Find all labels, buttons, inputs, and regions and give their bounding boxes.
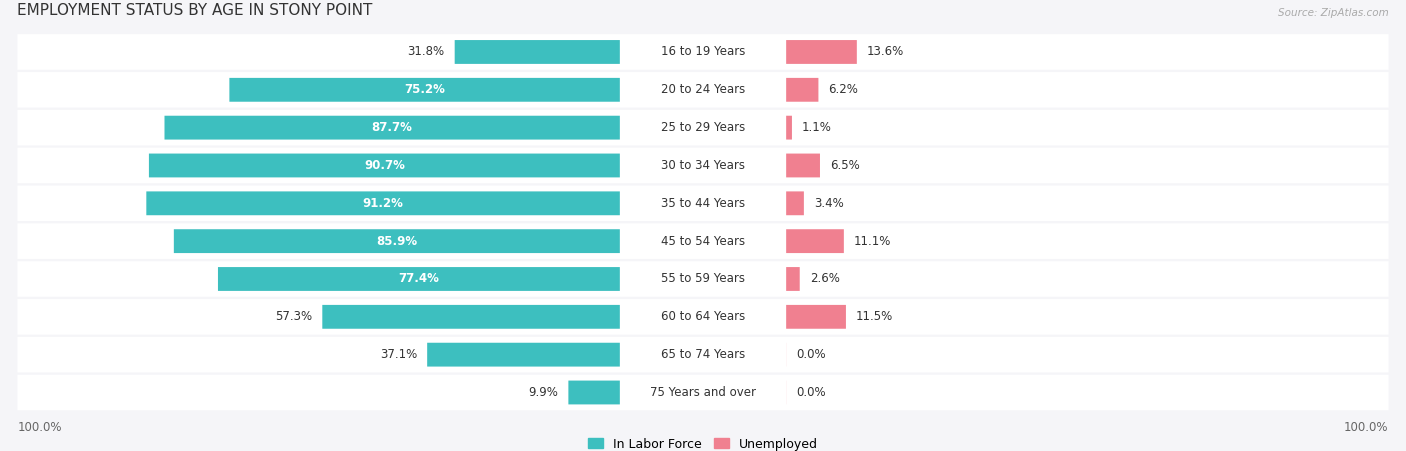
FancyBboxPatch shape (786, 305, 846, 329)
FancyBboxPatch shape (17, 261, 1389, 297)
FancyBboxPatch shape (17, 185, 1389, 221)
Text: 16 to 19 Years: 16 to 19 Years (661, 46, 745, 59)
FancyBboxPatch shape (17, 34, 1389, 70)
FancyBboxPatch shape (568, 381, 620, 405)
Text: 13.6%: 13.6% (866, 46, 904, 59)
Text: 11.1%: 11.1% (853, 235, 891, 248)
Text: 0.0%: 0.0% (796, 348, 825, 361)
Text: Source: ZipAtlas.com: Source: ZipAtlas.com (1278, 8, 1389, 18)
Text: 3.4%: 3.4% (814, 197, 844, 210)
Legend: In Labor Force, Unemployed: In Labor Force, Unemployed (588, 437, 818, 451)
Text: 75.2%: 75.2% (404, 83, 446, 97)
FancyBboxPatch shape (17, 299, 1389, 335)
FancyBboxPatch shape (454, 40, 620, 64)
Text: 2.6%: 2.6% (810, 272, 839, 285)
Text: 57.3%: 57.3% (276, 310, 312, 323)
FancyBboxPatch shape (17, 147, 1389, 183)
FancyBboxPatch shape (322, 305, 620, 329)
Text: 87.7%: 87.7% (371, 121, 412, 134)
FancyBboxPatch shape (146, 191, 620, 215)
Text: 100.0%: 100.0% (1344, 421, 1389, 434)
FancyBboxPatch shape (174, 229, 620, 253)
FancyBboxPatch shape (218, 267, 620, 291)
Text: 0.0%: 0.0% (796, 386, 825, 399)
Text: 75 Years and over: 75 Years and over (650, 386, 756, 399)
Text: 6.5%: 6.5% (830, 159, 859, 172)
Text: 77.4%: 77.4% (398, 272, 439, 285)
Text: 1.1%: 1.1% (801, 121, 832, 134)
Text: 85.9%: 85.9% (377, 235, 418, 248)
FancyBboxPatch shape (786, 153, 820, 177)
FancyBboxPatch shape (786, 116, 792, 139)
FancyBboxPatch shape (786, 191, 804, 215)
Text: 37.1%: 37.1% (380, 348, 418, 361)
Text: 55 to 59 Years: 55 to 59 Years (661, 272, 745, 285)
Text: 31.8%: 31.8% (408, 46, 444, 59)
FancyBboxPatch shape (229, 78, 620, 102)
Text: 20 to 24 Years: 20 to 24 Years (661, 83, 745, 97)
FancyBboxPatch shape (17, 375, 1389, 410)
Text: EMPLOYMENT STATUS BY AGE IN STONY POINT: EMPLOYMENT STATUS BY AGE IN STONY POINT (17, 3, 373, 18)
FancyBboxPatch shape (17, 72, 1389, 108)
FancyBboxPatch shape (786, 229, 844, 253)
Text: 91.2%: 91.2% (363, 197, 404, 210)
FancyBboxPatch shape (786, 40, 856, 64)
Text: 6.2%: 6.2% (828, 83, 858, 97)
FancyBboxPatch shape (786, 267, 800, 291)
Text: 11.5%: 11.5% (856, 310, 893, 323)
Text: 30 to 34 Years: 30 to 34 Years (661, 159, 745, 172)
Text: 25 to 29 Years: 25 to 29 Years (661, 121, 745, 134)
FancyBboxPatch shape (17, 110, 1389, 145)
Text: 100.0%: 100.0% (17, 421, 62, 434)
Text: 9.9%: 9.9% (529, 386, 558, 399)
Text: 90.7%: 90.7% (364, 159, 405, 172)
FancyBboxPatch shape (427, 343, 620, 367)
FancyBboxPatch shape (165, 116, 620, 139)
Text: 65 to 74 Years: 65 to 74 Years (661, 348, 745, 361)
FancyBboxPatch shape (786, 78, 818, 102)
FancyBboxPatch shape (149, 153, 620, 177)
FancyBboxPatch shape (17, 337, 1389, 373)
Text: 35 to 44 Years: 35 to 44 Years (661, 197, 745, 210)
Text: 45 to 54 Years: 45 to 54 Years (661, 235, 745, 248)
Text: 60 to 64 Years: 60 to 64 Years (661, 310, 745, 323)
FancyBboxPatch shape (17, 223, 1389, 259)
